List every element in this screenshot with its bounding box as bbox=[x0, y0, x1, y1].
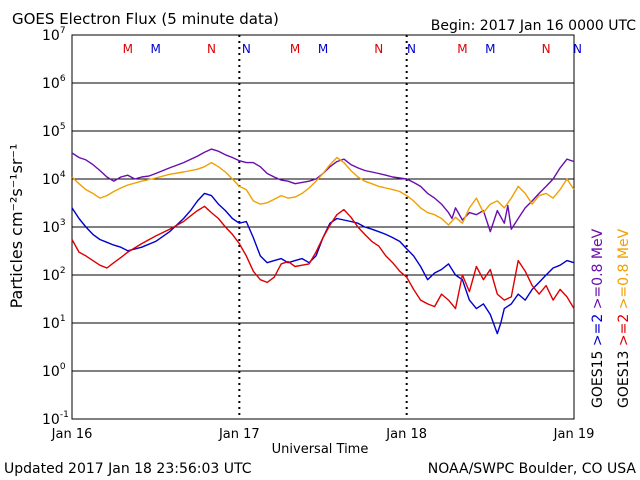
legend-item: GOES15 bbox=[590, 351, 606, 408]
x-tick-label: Jan 18 bbox=[385, 427, 427, 442]
legend-item: GOES13 bbox=[616, 351, 632, 408]
mn-marker: N bbox=[573, 42, 582, 56]
legend-item: >=0.8 MeV bbox=[616, 228, 632, 313]
y-tick-label: 106 bbox=[42, 74, 66, 92]
y-tick-label: 101 bbox=[42, 314, 66, 332]
x-tick-labels: Jan 16 Jan 17 Jan 18 Jan 19 bbox=[51, 427, 595, 442]
y-axis-label: Particles cm⁻²s⁻¹sr⁻¹ bbox=[7, 144, 26, 309]
x-tick-label: Jan 19 bbox=[553, 427, 595, 442]
mn-marker: N bbox=[242, 42, 251, 56]
legend-column: GOES13 >=2 >=0.8 MeV bbox=[616, 228, 632, 408]
mn-marker: N bbox=[374, 42, 383, 56]
mn-marker: M bbox=[318, 42, 328, 56]
y-tick-label: 10-1 bbox=[42, 410, 69, 428]
mn-marker: M bbox=[457, 42, 467, 56]
y-tick-label: 107 bbox=[42, 26, 66, 44]
mn-marker: M bbox=[485, 42, 495, 56]
mn-marker: N bbox=[407, 42, 416, 56]
x-tick-label: Jan 16 bbox=[51, 427, 93, 442]
series-line-3 bbox=[71, 205, 575, 310]
mn-marker: M bbox=[290, 42, 300, 56]
legend-item: >=2 bbox=[590, 314, 606, 351]
series-line-1 bbox=[71, 156, 575, 226]
series-group bbox=[71, 148, 575, 335]
y-tick-label: 105 bbox=[42, 122, 66, 140]
chart-title: GOES Electron Flux (5 minute data) bbox=[12, 10, 279, 28]
x-axis-label: Universal Time bbox=[272, 442, 369, 457]
mn-marker: N bbox=[207, 42, 216, 56]
legend-item: >=0.8 MeV bbox=[590, 228, 606, 313]
mn-marker: M bbox=[123, 42, 133, 56]
updated-timestamp: Updated 2017 Jan 18 23:56:03 UTC bbox=[4, 461, 252, 477]
y-tick-labels: 107 106 105 104 103 102 101 100 10-1 bbox=[42, 26, 69, 428]
y-tick-label: 104 bbox=[42, 170, 66, 188]
y-tick-label: 102 bbox=[42, 266, 66, 284]
credit-label: NOAA/SWPC Boulder, CO USA bbox=[428, 461, 637, 477]
day-boundary-ticks bbox=[238, 35, 408, 419]
y-tick-label: 103 bbox=[42, 218, 66, 236]
x-tick-label: Jan 17 bbox=[218, 427, 260, 442]
grid-lines bbox=[72, 82, 574, 372]
legend-column: GOES15 >=2 >=0.8 MeV bbox=[590, 228, 606, 408]
mn-marker: N bbox=[542, 42, 551, 56]
series-line-0 bbox=[71, 148, 575, 233]
mn-marker: M bbox=[150, 42, 160, 56]
y-tick-label: 100 bbox=[42, 362, 66, 380]
legend-item: >=2 bbox=[616, 314, 632, 351]
begin-time-label: Begin: 2017 Jan 16 0000 UTC bbox=[431, 18, 636, 34]
